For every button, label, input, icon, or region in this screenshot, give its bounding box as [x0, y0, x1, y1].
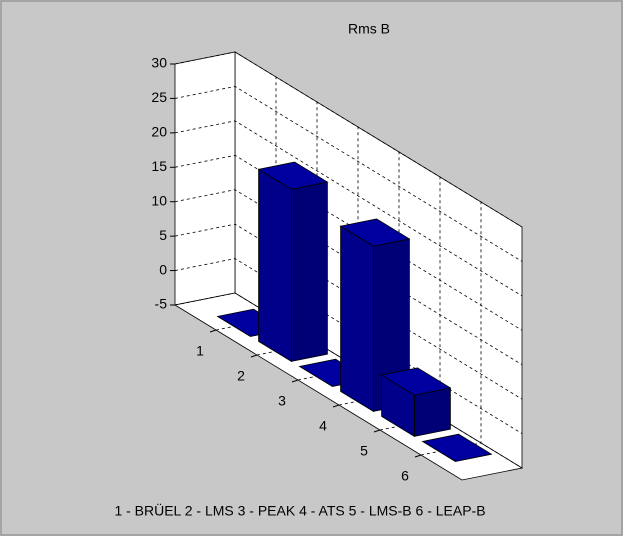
x-tick	[373, 429, 381, 433]
x-tick	[250, 354, 258, 358]
z-tick-label: 20	[151, 124, 167, 140]
bar	[421, 433, 493, 462]
bar-top	[257, 161, 329, 190]
left-wall	[174, 51, 236, 306]
bar-top	[380, 367, 452, 396]
bar-side	[290, 181, 328, 362]
x-tick-label: 3	[278, 393, 286, 409]
chart-title: Rms B	[348, 21, 390, 37]
z-tick-label: 30	[151, 55, 167, 71]
z-tick-label: 10	[151, 192, 167, 208]
bar-front	[258, 168, 292, 363]
grid-line	[174, 223, 523, 400]
legend-caption: 1 - BRÜEL 2 - LMS 3 - PEAK 4 - ATS 5 - L…	[114, 502, 485, 519]
grid-line	[174, 86, 523, 262]
bar-top	[421, 433, 493, 462]
z-tick-label: 0	[159, 261, 167, 277]
bar	[257, 161, 329, 363]
grid-line	[174, 120, 523, 297]
z-tick-label: 5	[159, 227, 167, 243]
grid-line	[174, 258, 523, 434]
x-tick-label: 6	[401, 468, 409, 484]
bar	[380, 367, 452, 438]
x-tick	[414, 454, 422, 458]
bar-front	[340, 225, 374, 413]
x-tick	[332, 404, 340, 408]
x-tick-label: 5	[360, 443, 368, 459]
x-tick-label: 2	[237, 368, 245, 384]
x-tick	[291, 379, 299, 383]
z-tick-label: 15	[151, 158, 167, 174]
grid-line	[174, 189, 523, 366]
bar	[339, 218, 411, 413]
x-tick-label: 1	[196, 343, 204, 359]
z-tick-label: -5	[155, 296, 168, 312]
z-tick-label: 25	[151, 89, 167, 105]
bar-side	[413, 387, 451, 437]
bar-top	[339, 218, 411, 247]
x-tick-label: 4	[319, 418, 327, 434]
x-tick	[209, 329, 217, 333]
grid-line	[174, 51, 523, 228]
grid-line	[174, 292, 523, 469]
grid-line	[174, 154, 523, 331]
